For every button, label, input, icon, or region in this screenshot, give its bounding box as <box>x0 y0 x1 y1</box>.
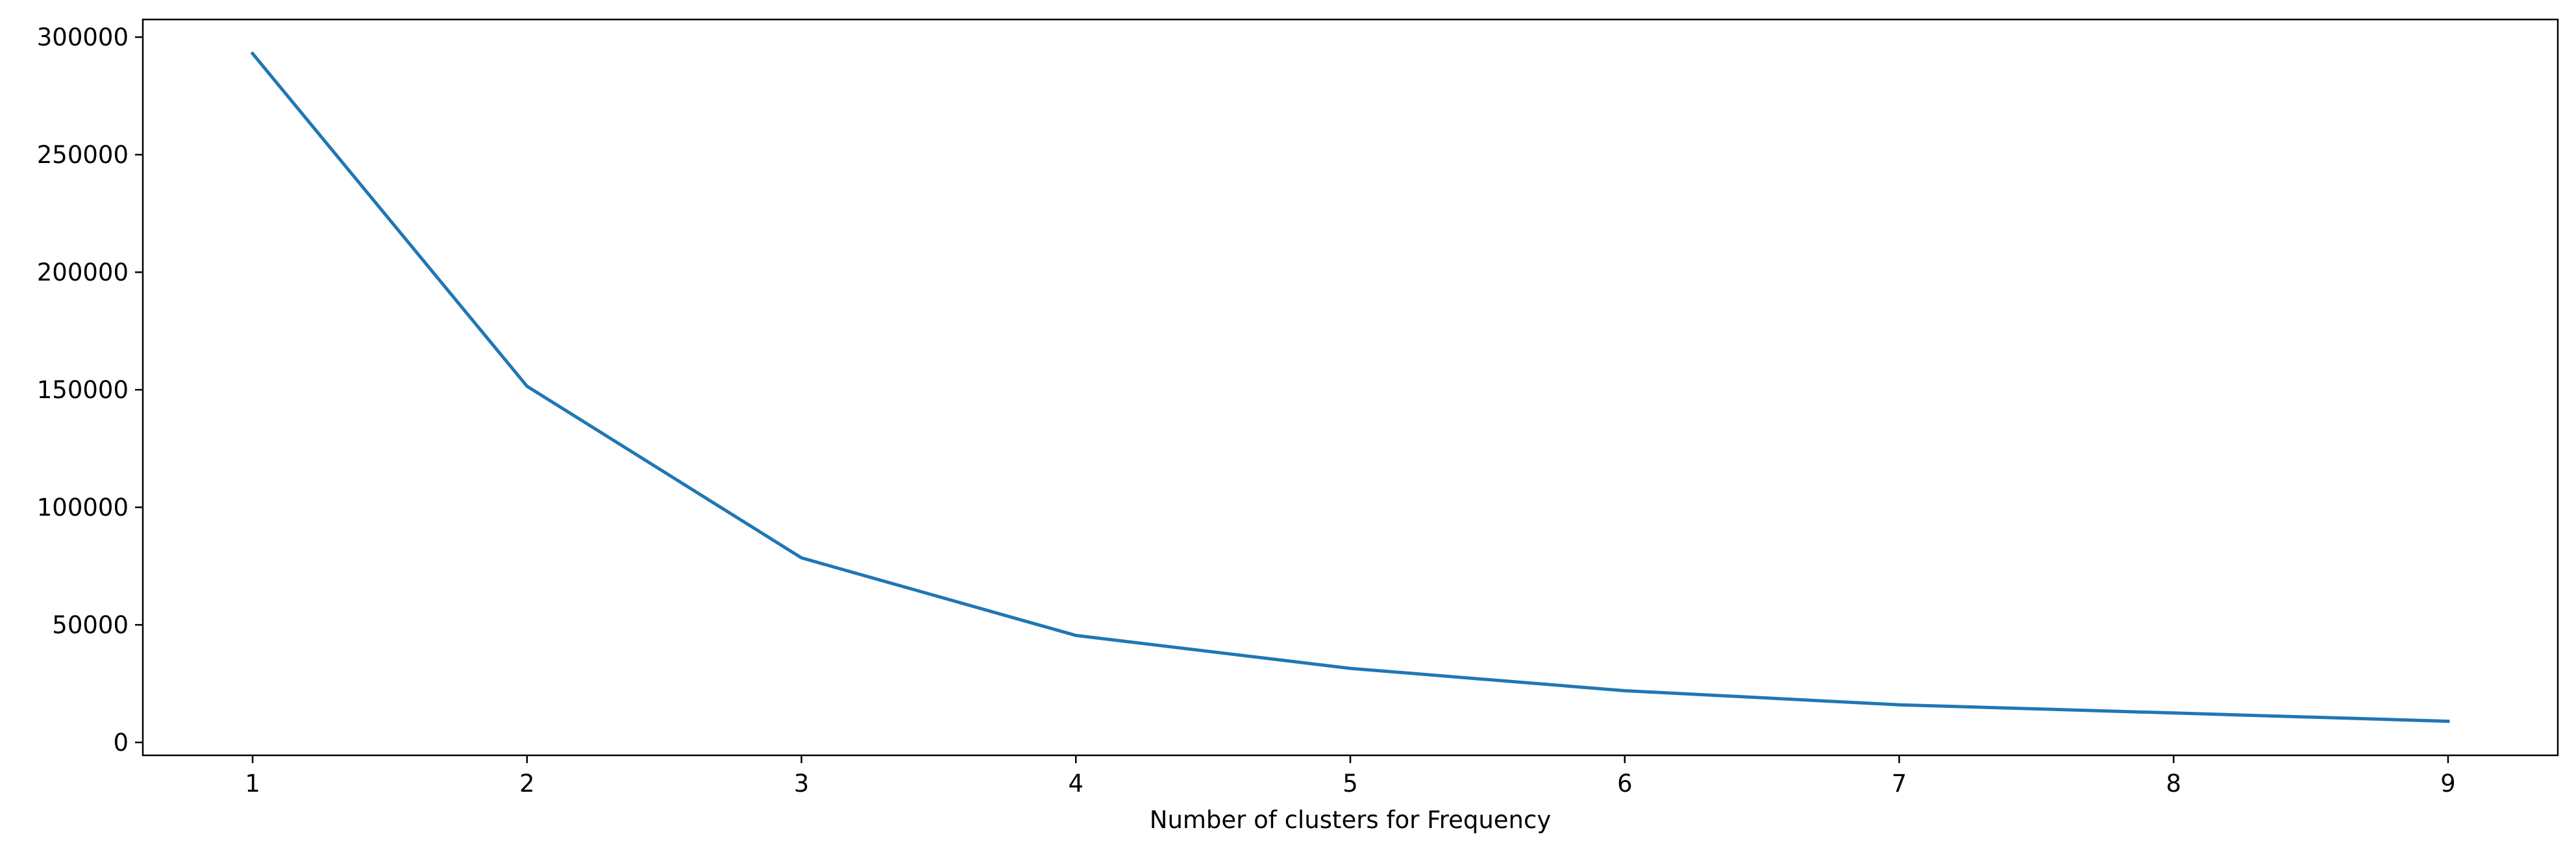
series-line <box>250 51 2450 724</box>
x-tick-label: 6 <box>1617 770 1633 798</box>
y-tick-label: 0 <box>113 729 129 757</box>
y-tick-label: 100000 <box>37 494 129 522</box>
y-tick-label: 50000 <box>52 611 129 639</box>
y-tick-label: 250000 <box>37 141 129 169</box>
y-tick-label: 150000 <box>37 376 129 404</box>
series-layer <box>250 51 2450 724</box>
x-tick-label: 2 <box>519 770 535 798</box>
x-tick-label: 9 <box>2440 770 2456 798</box>
x-tick-label: 4 <box>1068 770 1084 798</box>
y-tick-label: 200000 <box>37 258 129 286</box>
x-tick-label: 8 <box>2166 770 2181 798</box>
x-tick-label: 5 <box>1343 770 1358 798</box>
x-axis-label: Number of clusters for Frequency <box>1150 806 1551 834</box>
y-axis: 0 50000 100000 150000 200000 250000 300000 <box>37 23 143 757</box>
x-tick-label: 7 <box>1892 770 1907 798</box>
y-tick-label: 300000 <box>37 23 129 51</box>
x-axis: 1 2 3 4 5 6 7 8 9 <box>245 755 2456 798</box>
x-tick-label: 1 <box>245 770 260 798</box>
plot-area <box>142 18 2559 757</box>
x-tick-label: 3 <box>794 770 810 798</box>
